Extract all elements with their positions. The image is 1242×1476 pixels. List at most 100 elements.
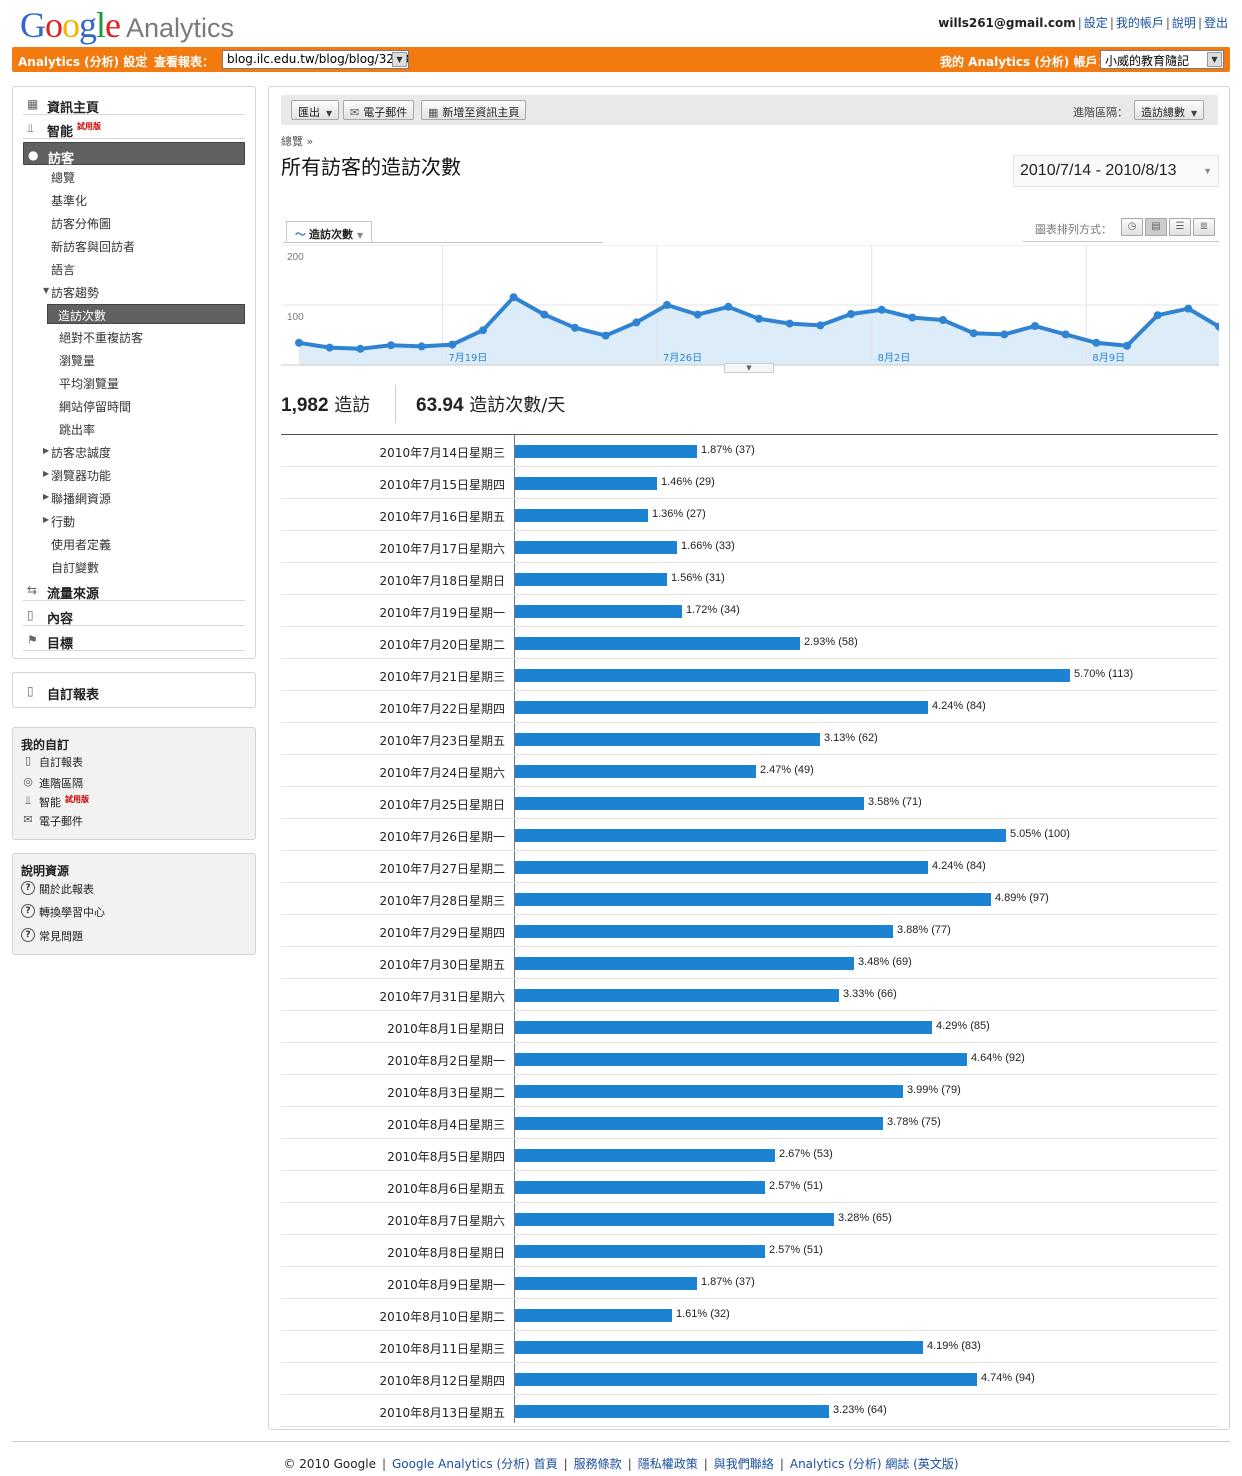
breadcrumb[interactable]: 總覽 » <box>281 135 314 148</box>
data-point[interactable] <box>387 341 395 350</box>
nav-visitors[interactable]: ● 訪客 <box>23 142 245 167</box>
data-point[interactable] <box>1184 304 1193 313</box>
data-point[interactable] <box>632 318 641 327</box>
nav-user-defined[interactable]: 使用者定義 <box>51 538 112 552</box>
clock-view-icon[interactable]: ◷ <box>1121 218 1143 236</box>
nav-time-on-site[interactable]: 網站停留時間 <box>59 400 132 414</box>
nav-mobile[interactable]: ▶ 行動 <box>43 515 76 529</box>
data-point[interactable] <box>479 326 487 335</box>
table-row[interactable]: 2010年7月18日星期日 1.56% (31) <box>281 563 1218 595</box>
data-point[interactable] <box>1215 322 1219 331</box>
data-point[interactable] <box>571 323 579 332</box>
data-point[interactable] <box>448 340 457 349</box>
data-point[interactable] <box>356 344 365 353</box>
export-button[interactable]: 匯出 ▼ <box>291 100 340 120</box>
table-row[interactable]: 2010年8月13日星期五 3.23% (64) <box>281 1395 1218 1427</box>
analytics-settings-link[interactable]: Analytics (分析) 設定 <box>18 55 148 69</box>
data-point[interactable] <box>1061 330 1070 339</box>
sign-out-link[interactable]: 登出 <box>1203 16 1228 30</box>
table-row[interactable]: 2010年8月2日星期一 4.64% (92) <box>281 1043 1218 1075</box>
settings-link[interactable]: 設定 <box>1083 16 1108 30</box>
table-row[interactable]: 2010年8月4日星期三 3.78% (75) <box>281 1107 1218 1139</box>
faq-link[interactable]: ? 常見問題 <box>21 928 83 944</box>
data-point[interactable] <box>509 293 518 302</box>
nav-network-properties[interactable]: ▶ 聯播網資源 <box>43 492 112 506</box>
data-point[interactable] <box>1123 341 1131 350</box>
table-row[interactable]: 2010年7月26日星期一 5.05% (100) <box>281 819 1218 851</box>
nav-browser-capabilities[interactable]: ▶ 瀏覽器功能 <box>43 469 112 483</box>
intelligence-link[interactable]: ⫫ 智能 試用版 <box>21 794 89 810</box>
data-point[interactable] <box>939 316 947 324</box>
data-point[interactable] <box>540 310 549 319</box>
table-row[interactable]: 2010年7月20日星期二 2.93% (58) <box>281 627 1218 659</box>
nav-visitor-trending[interactable]: ▼ 訪客趨勢 <box>43 286 100 300</box>
table-row[interactable]: 2010年7月22日星期四 4.24% (84) <box>281 691 1218 723</box>
email-link[interactable]: ✉ 電子郵件 <box>21 813 83 829</box>
table-row[interactable]: 2010年8月8日星期日 2.57% (51) <box>281 1235 1218 1267</box>
segment-select[interactable]: 造訪總數 ▼ <box>1134 100 1205 120</box>
table-row[interactable]: 2010年7月29日星期四 3.88% (77) <box>281 915 1218 947</box>
nav-avg-pageviews[interactable]: 平均瀏覽量 <box>59 377 120 391</box>
table-row[interactable]: 2010年7月17日星期六 1.66% (33) <box>281 531 1218 563</box>
nav-custom-reports[interactable]: ▯ 自訂報表 <box>27 684 100 704</box>
footer-contact-link[interactable]: 與我們聯絡 <box>713 1457 774 1471</box>
data-point[interactable] <box>663 301 671 309</box>
nav-absolute-unique-visitors[interactable]: 絕對不重複訪客 <box>59 331 144 345</box>
nav-intelligence[interactable]: ⫫ 智能 試用版 <box>23 116 245 140</box>
table-row[interactable]: 2010年8月11日星期三 4.19% (83) <box>281 1331 1218 1363</box>
help-link[interactable]: 說明 <box>1171 16 1196 30</box>
nav-pageviews[interactable]: 瀏覽量 <box>59 354 96 368</box>
my-account-link[interactable]: 我的帳戶 <box>1115 16 1164 30</box>
table-row[interactable]: 2010年7月24日星期六 2.47% (49) <box>281 755 1218 787</box>
account-select[interactable]: 小威的教育隨記 ▼ <box>1100 50 1224 69</box>
data-point[interactable] <box>1153 311 1162 320</box>
footer-privacy-link[interactable]: 隱私權政策 <box>637 1457 698 1471</box>
data-point[interactable] <box>325 343 334 352</box>
nav-goals[interactable]: ⚑ 目標 <box>23 628 245 652</box>
table-row[interactable]: 2010年8月6日星期五 2.57% (51) <box>281 1171 1218 1203</box>
table-row[interactable]: 2010年7月15日星期四 1.46% (29) <box>281 467 1218 499</box>
chart-resize-handle[interactable]: ▼ <box>724 363 774 373</box>
table-row[interactable]: 2010年8月5日星期四 2.67% (53) <box>281 1139 1218 1171</box>
table-row[interactable]: 2010年8月7日星期六 3.28% (65) <box>281 1203 1218 1235</box>
nav-new-vs-returning[interactable]: 新訪客與回訪者 <box>51 240 136 254</box>
compare-view-icon[interactable]: ☰ <box>1169 218 1191 236</box>
data-point[interactable] <box>969 329 978 338</box>
table-row[interactable]: 2010年8月9日星期一 1.87% (37) <box>281 1267 1218 1299</box>
data-point[interactable] <box>908 313 917 322</box>
data-point[interactable] <box>295 338 303 347</box>
table-row[interactable]: 2010年7月30日星期五 3.48% (69) <box>281 947 1218 979</box>
email-button[interactable]: ✉ 電子郵件 <box>343 100 415 120</box>
nav-bounce-rate[interactable]: 跳出率 <box>59 423 96 437</box>
graph-view-icon[interactable]: ▤ <box>1145 218 1167 236</box>
table-view-icon[interactable]: ≣ <box>1193 218 1215 236</box>
data-point[interactable] <box>755 314 763 323</box>
date-range-picker[interactable]: 2010/7/14 - 2010/8/13 ▼ <box>1013 155 1219 187</box>
table-row[interactable]: 2010年7月14日星期三 1.87% (37) <box>281 435 1218 467</box>
nav-map-overlay[interactable]: 訪客分佈圖 <box>51 217 112 231</box>
data-point[interactable] <box>693 310 702 319</box>
data-point[interactable] <box>1000 330 1009 339</box>
table-row[interactable]: 2010年7月23日星期五 3.13% (62) <box>281 723 1218 755</box>
footer-home-link[interactable]: Google Analytics (分析) 首頁 <box>392 1457 558 1471</box>
table-row[interactable]: 2010年7月21日星期三 5.70% (113) <box>281 659 1218 691</box>
data-point[interactable] <box>601 331 610 340</box>
metric-tab[interactable]: 〜造訪次數 ▼ <box>286 221 373 243</box>
my-custom-reports-link[interactable]: ▯ 自訂報表 <box>21 754 83 770</box>
add-to-dashboard-button[interactable]: ▦ 新增至資訊主頁 <box>421 100 527 120</box>
footer-blog-link[interactable]: Analytics (分析) 網誌 (英文版) <box>789 1457 959 1471</box>
data-point[interactable] <box>417 342 426 351</box>
table-row[interactable]: 2010年7月19日星期一 1.72% (34) <box>281 595 1218 627</box>
footer-terms-link[interactable]: 服務條款 <box>573 1457 622 1471</box>
nav-languages[interactable]: 語言 <box>51 263 76 277</box>
data-point[interactable] <box>785 319 794 328</box>
profile-select[interactable]: blog.ilc.edu.tw/blog/blog/3228 ▼ <box>222 50 409 69</box>
data-point[interactable] <box>1031 322 1039 330</box>
conversion-university-link[interactable]: ? 轉換學習中心 <box>21 904 105 920</box>
about-report-link[interactable]: ? 關於此報表 <box>21 881 94 897</box>
table-row[interactable]: 2010年8月3日星期二 3.99% (79) <box>281 1075 1218 1107</box>
data-point[interactable] <box>847 310 855 318</box>
nav-benchmarking[interactable]: 基準化 <box>51 194 88 208</box>
google-analytics-logo[interactable]: Google Analytics <box>20 5 235 45</box>
nav-visits[interactable]: 造訪次數 <box>47 304 245 324</box>
